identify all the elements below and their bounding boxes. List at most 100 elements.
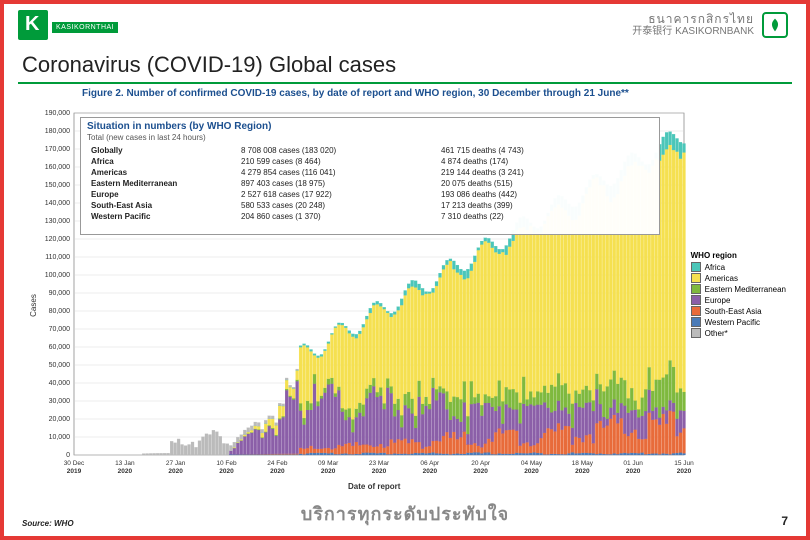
cases-cell: 210 599 cases (8 464)	[237, 156, 437, 167]
legend-label: Africa	[705, 263, 725, 272]
bank-name-en: KASIKORNBANK	[675, 26, 754, 37]
situation-panel: Situation in numbers (by WHO Region) Tot…	[80, 117, 660, 235]
source-label: Source: WHO	[22, 519, 74, 528]
svg-text:23 Mar: 23 Mar	[369, 460, 390, 467]
deaths-cell: 4 874 deaths (174)	[437, 156, 653, 167]
legend-label: Europe	[705, 296, 731, 305]
legend-label: Eastern Mediterranean	[705, 285, 786, 294]
region-cell: Globally	[87, 145, 237, 156]
legend-swatch	[691, 317, 701, 327]
svg-text:04 May: 04 May	[521, 460, 543, 467]
svg-text:01 Jun: 01 Jun	[623, 460, 643, 467]
svg-text:170,000: 170,000	[45, 146, 70, 153]
svg-text:2020: 2020	[626, 468, 641, 475]
svg-text:2020: 2020	[423, 468, 438, 475]
legend-label: South-East Asia	[705, 307, 762, 316]
deaths-cell: 20 075 deaths (515)	[437, 178, 653, 189]
region-cell: Americas	[87, 167, 237, 178]
svg-text:70,000: 70,000	[49, 326, 71, 333]
page-number: 7	[781, 514, 788, 528]
deaths-cell: 7 310 deaths (22)	[437, 211, 653, 222]
svg-text:130,000: 130,000	[45, 218, 70, 225]
header: KASIKORNTHAI ธนาคารกสิกรไทย 开泰银行 KASIKOR…	[4, 4, 806, 46]
situation-heading: Situation in numbers (by WHO Region)	[87, 121, 653, 132]
svg-text:15 Jun: 15 Jun	[674, 460, 694, 467]
region-cell: Western Pacific	[87, 211, 237, 222]
situation-subheading: Total (new cases in last 24 hours)	[87, 133, 653, 142]
svg-text:120,000: 120,000	[45, 236, 70, 243]
svg-text:06 Apr: 06 Apr	[420, 460, 440, 467]
svg-text:10 Feb: 10 Feb	[216, 460, 237, 467]
slide-frame: KASIKORNTHAI ธนาคารกสิกรไทย 开泰银行 KASIKOR…	[0, 0, 810, 540]
chart-area: Cases Date of report 010,00020,00030,000…	[18, 101, 792, 489]
svg-text:09 Mar: 09 Mar	[318, 460, 339, 467]
svg-text:10,000: 10,000	[49, 434, 71, 441]
region-cell: Europe	[87, 189, 237, 200]
svg-text:100,000: 100,000	[45, 272, 70, 279]
footer-slogan: บริการทุกระดับประทับใจ	[301, 499, 509, 528]
legend-row: South-East Asia	[691, 306, 786, 316]
deaths-cell: 193 086 deaths (442)	[437, 189, 653, 200]
legend-row: Africa	[691, 262, 786, 272]
svg-text:2020: 2020	[168, 468, 183, 475]
svg-text:180,000: 180,000	[45, 128, 70, 135]
legend-swatch	[691, 273, 701, 283]
legend-swatch	[691, 262, 701, 272]
svg-text:2020: 2020	[473, 468, 488, 475]
legend-row: Europe	[691, 295, 786, 305]
svg-text:0: 0	[66, 452, 70, 459]
legend-row: Americas	[691, 273, 786, 283]
cases-cell: 580 533 cases (20 248)	[237, 200, 437, 211]
svg-text:2020: 2020	[524, 468, 539, 475]
legend-swatch	[691, 284, 701, 294]
kasikornthai-label: KASIKORNTHAI	[52, 22, 118, 33]
cases-cell: 897 403 cases (18 975)	[237, 178, 437, 189]
legend-swatch	[691, 328, 701, 338]
legend-label: Western Pacific	[705, 318, 760, 327]
legend-row: Eastern Mediterranean	[691, 284, 786, 294]
svg-text:50,000: 50,000	[49, 362, 71, 369]
region-cell: South-East Asia	[87, 200, 237, 211]
svg-text:60,000: 60,000	[49, 344, 71, 351]
legend-label: Americas	[705, 274, 738, 283]
deaths-cell: 219 144 deaths (3 241)	[437, 167, 653, 178]
k-logo-icon	[18, 10, 48, 40]
svg-text:2020: 2020	[219, 468, 234, 475]
svg-text:20,000: 20,000	[49, 416, 71, 423]
legend-row: Western Pacific	[691, 317, 786, 327]
region-cell: Africa	[87, 156, 237, 167]
svg-text:160,000: 160,000	[45, 164, 70, 171]
svg-text:2020: 2020	[677, 468, 692, 475]
region-cell: Eastern Mediterranean	[87, 178, 237, 189]
svg-text:30 Dec: 30 Dec	[64, 460, 85, 467]
svg-text:27 Jan: 27 Jan	[166, 460, 186, 467]
legend-title: WHO region	[691, 251, 786, 260]
svg-text:140,000: 140,000	[45, 200, 70, 207]
svg-text:90,000: 90,000	[49, 290, 71, 297]
bank-name-cn: 开泰银行	[632, 26, 672, 37]
legend-swatch	[691, 306, 701, 316]
logo-left: KASIKORNTHAI	[18, 10, 118, 40]
svg-text:2020: 2020	[118, 468, 133, 475]
svg-text:24 Feb: 24 Feb	[267, 460, 288, 467]
svg-text:110,000: 110,000	[45, 254, 70, 261]
legend-swatch	[691, 295, 701, 305]
svg-text:20 Apr: 20 Apr	[471, 460, 491, 467]
cases-cell: 4 279 854 cases (116 041)	[237, 167, 437, 178]
legend: WHO region Africa Americas Eastern Mediter…	[691, 251, 786, 339]
legend-label: Other*	[705, 329, 728, 338]
deaths-cell: 461 715 deaths (4 743)	[437, 145, 653, 156]
title-underline	[18, 82, 792, 84]
svg-text:2020: 2020	[372, 468, 387, 475]
svg-text:2020: 2020	[575, 468, 590, 475]
deaths-cell: 17 213 deaths (399)	[437, 200, 653, 211]
cases-cell: 204 860 cases (1 370)	[237, 211, 437, 222]
svg-text:2020: 2020	[321, 468, 336, 475]
svg-text:18 May: 18 May	[572, 460, 594, 467]
cases-cell: 8 708 008 cases (183 020)	[237, 145, 437, 156]
cases-cell: 2 527 618 cases (17 922)	[237, 189, 437, 200]
figure-title: Figure 2. Number of confirmed COVID-19 c…	[4, 88, 806, 99]
svg-text:30,000: 30,000	[49, 398, 71, 405]
footer: Source: WHO บริการทุกระดับประทับใจ 7	[22, 514, 788, 528]
bank-name-th: ธนาคารกสิกรไทย	[632, 13, 754, 26]
